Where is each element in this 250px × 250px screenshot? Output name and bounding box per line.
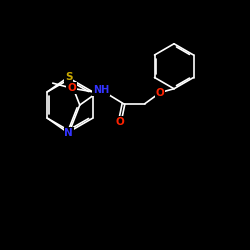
Text: O: O: [156, 88, 165, 98]
Text: S: S: [65, 72, 72, 82]
Text: N: N: [64, 128, 73, 138]
Text: O: O: [116, 117, 124, 127]
Text: NH: NH: [93, 85, 109, 95]
Text: O: O: [67, 83, 76, 93]
